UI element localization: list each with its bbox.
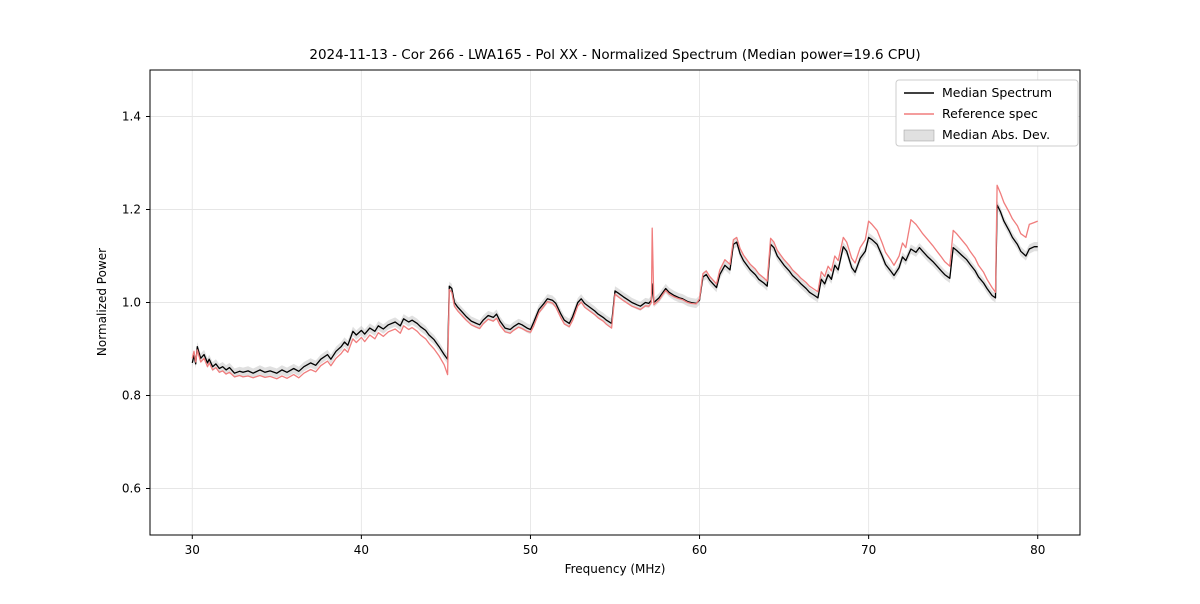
reference-spec-line (191, 184, 1038, 380)
x-tick-label: 50 (523, 543, 538, 557)
legend-box (895, 79, 1079, 147)
median-abs-dev-band (192, 200, 1038, 378)
y-tick-label: 0.8 (122, 389, 141, 403)
x-tick-label: 40 (354, 543, 369, 557)
grid-lines (150, 70, 1080, 535)
mad-band-area (192, 200, 1038, 378)
x-tick-label: 70 (861, 543, 876, 557)
axis-ticks: 30 40 50 60 70 80 0.6 0.8 1.0 1.2 1.4 (122, 110, 1045, 558)
legend-swatch-mad (903, 129, 935, 142)
x-tick-label: 80 (1030, 543, 1045, 557)
y-tick-label: 1.0 (122, 296, 141, 310)
x-tick-label: 60 (692, 543, 707, 557)
legend: Median Spectrum Reference spec Median Abs.… (895, 79, 1079, 147)
y-tick-label: 1.2 (122, 203, 141, 217)
median-spectrum-line (191, 204, 1038, 374)
plot-title: 2024-11-13 - Cor 266 - LWA165 - Pol XX -… (309, 47, 920, 63)
x-tick-label: 30 (185, 543, 200, 557)
spectrum-lines (191, 184, 1038, 380)
x-axis-label: Frequency (MHz) (565, 562, 666, 576)
legend-label: Median Abs. Dev. (942, 127, 1050, 142)
legend-label: Reference spec (942, 106, 1038, 121)
y-axis-label: Normalized Power (95, 248, 109, 356)
y-tick-label: 0.6 (122, 482, 141, 496)
legend-label: Median Spectrum (942, 85, 1052, 100)
y-tick-label: 1.4 (122, 110, 141, 124)
